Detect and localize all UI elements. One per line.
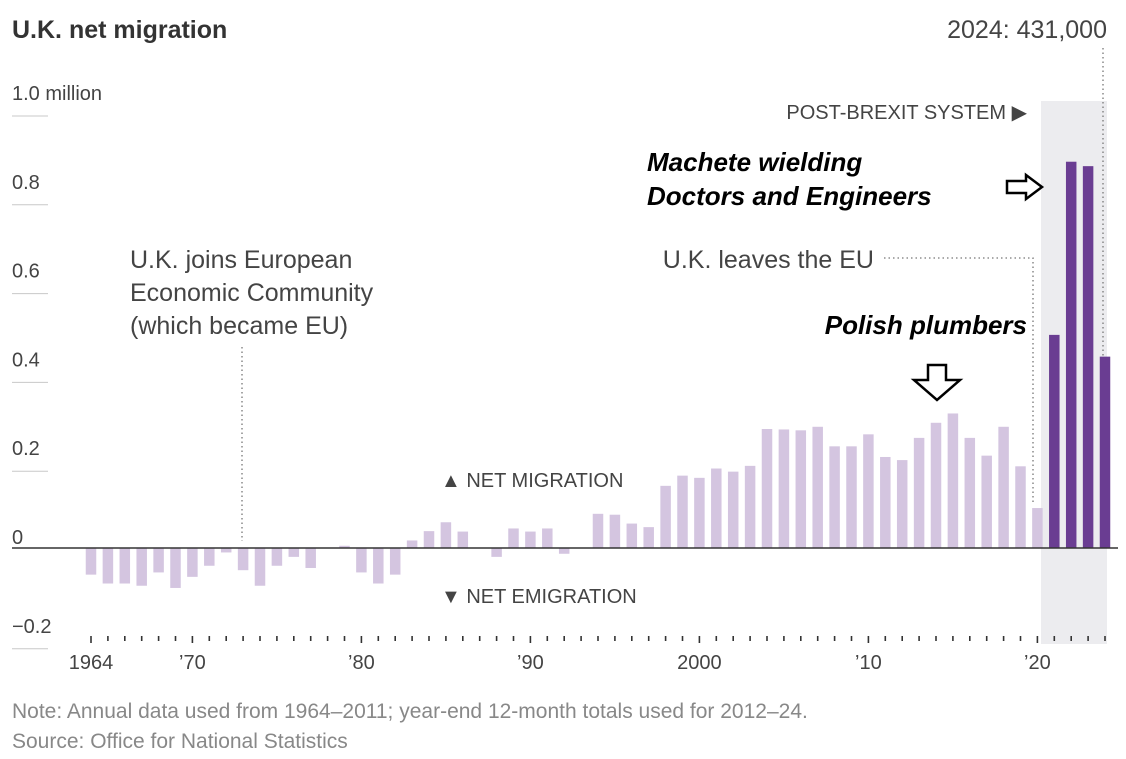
bar-1971 xyxy=(204,548,215,566)
bar-1994 xyxy=(592,513,604,548)
bar-2009 xyxy=(846,446,857,548)
y-tick-label: −0.2 xyxy=(12,616,51,638)
bar-1980 xyxy=(356,548,367,573)
bar-2011 xyxy=(880,456,891,548)
bar-1968 xyxy=(153,548,164,573)
bar-2003 xyxy=(744,465,756,548)
bar-1981 xyxy=(373,548,384,584)
net-migration-label: ▲ NET MIGRATION xyxy=(441,470,623,492)
bar-1988 xyxy=(491,548,502,557)
y-tick-label: 0.6 xyxy=(12,261,40,283)
chart-title: U.K. net migration xyxy=(12,16,227,44)
bar-1970 xyxy=(187,548,198,577)
grid-lines xyxy=(12,115,48,650)
x-axis-labels: 1964 ’70 ’80 ’90 2000 ’10 ’20 xyxy=(69,652,1051,674)
bar-1975 xyxy=(271,548,283,566)
joins-eec-line1: U.K. joins European xyxy=(130,246,352,274)
polish-overlay-label: Polish plumbers xyxy=(825,310,1027,340)
bar-1996 xyxy=(626,523,638,548)
bar-1998 xyxy=(660,485,671,548)
bar-2020 xyxy=(1032,508,1043,548)
bar-1977 xyxy=(305,548,316,568)
bar-1985 xyxy=(440,522,452,548)
bar-1979 xyxy=(339,545,350,548)
bar-1974 xyxy=(254,548,266,586)
bar-2010 xyxy=(863,434,874,548)
bar-2007 xyxy=(812,426,823,548)
y-tick-label: 0.8 xyxy=(12,172,40,194)
bar-1966 xyxy=(119,548,131,584)
bar-1991 xyxy=(542,528,553,548)
bar-1969 xyxy=(170,548,181,588)
bar-2002 xyxy=(727,471,739,548)
bar-1997 xyxy=(643,527,654,548)
right-arrow-icon xyxy=(1005,172,1045,202)
x-tick-label: 1964 xyxy=(69,652,114,674)
bar-1984 xyxy=(423,531,435,548)
bar-1999 xyxy=(677,475,688,548)
bar-2012 xyxy=(896,460,908,548)
bar-2022 xyxy=(1065,161,1077,548)
post-brexit-label: POST-BREXIT SYSTEM ▶ xyxy=(786,102,1027,124)
footer-note: Note: Annual data used from 1964–2011; y… xyxy=(12,700,808,723)
bar-2004 xyxy=(761,429,773,548)
y-tick-label: 1.0 million xyxy=(12,83,102,105)
y-axis-labels: 1.0 million 0.8 0.6 0.4 0.2 0 −0.2 xyxy=(12,83,102,638)
bar-1973 xyxy=(237,548,249,571)
x-tick-label: 2000 xyxy=(677,652,722,674)
bar-1992 xyxy=(558,548,570,554)
bar-2005 xyxy=(778,429,790,548)
x-tick-label: ’80 xyxy=(348,652,375,674)
latest-value-label: 2024: 431,000 xyxy=(947,16,1107,44)
x-tick-label: ’20 xyxy=(1024,652,1051,674)
bar-2013 xyxy=(913,437,925,548)
bar-2016 xyxy=(964,437,976,548)
bar-1972 xyxy=(220,548,232,553)
bar-1990 xyxy=(525,531,536,548)
x-tick-label: ’10 xyxy=(855,652,882,674)
bar-2021 xyxy=(1049,334,1060,548)
bar-1995 xyxy=(609,514,621,548)
bar-2006 xyxy=(795,430,807,548)
joins-eec-line3: (which became EU) xyxy=(130,312,348,340)
bar-2018 xyxy=(998,426,1009,548)
bar-2015 xyxy=(947,413,959,548)
machete-overlay-line1: Machete wielding xyxy=(647,147,862,177)
bar-2014 xyxy=(930,422,942,548)
y-tick-label: 0.4 xyxy=(12,349,40,371)
net-emigration-label: ▼ NET EMIGRATION xyxy=(441,586,637,608)
bar-2023 xyxy=(1082,166,1094,548)
bar-1989 xyxy=(508,528,519,548)
bar-2000 xyxy=(694,477,705,548)
y-tick-label: 0.2 xyxy=(12,438,40,460)
bar-1983 xyxy=(406,540,418,548)
leaves-eu-label: U.K. leaves the EU xyxy=(663,246,874,274)
bars xyxy=(85,161,1111,588)
footer-source: Source: Office for National Statistics xyxy=(12,730,348,753)
machete-overlay-line2: Doctors and Engineers xyxy=(647,181,932,211)
y-tick-label: 0 xyxy=(12,527,23,549)
x-tick-label: ’70 xyxy=(179,652,206,674)
bar-1982 xyxy=(389,548,401,575)
bar-2019 xyxy=(1015,466,1026,548)
bar-2024 xyxy=(1099,356,1111,548)
bar-2001 xyxy=(711,468,722,548)
leaves-eu-leader xyxy=(884,257,1034,504)
bar-2017 xyxy=(981,455,992,548)
bar-2008 xyxy=(829,446,840,548)
x-axis-ticks xyxy=(90,636,1106,643)
bar-1967 xyxy=(136,548,147,586)
joins-eec-line2: Economic Community xyxy=(130,279,374,307)
bar-1964 xyxy=(85,548,97,575)
bar-1976 xyxy=(288,548,300,557)
bar-1965 xyxy=(102,548,114,584)
down-arrow-icon xyxy=(910,363,964,402)
x-tick-label: ’90 xyxy=(517,652,544,674)
bar-1986 xyxy=(457,531,469,548)
